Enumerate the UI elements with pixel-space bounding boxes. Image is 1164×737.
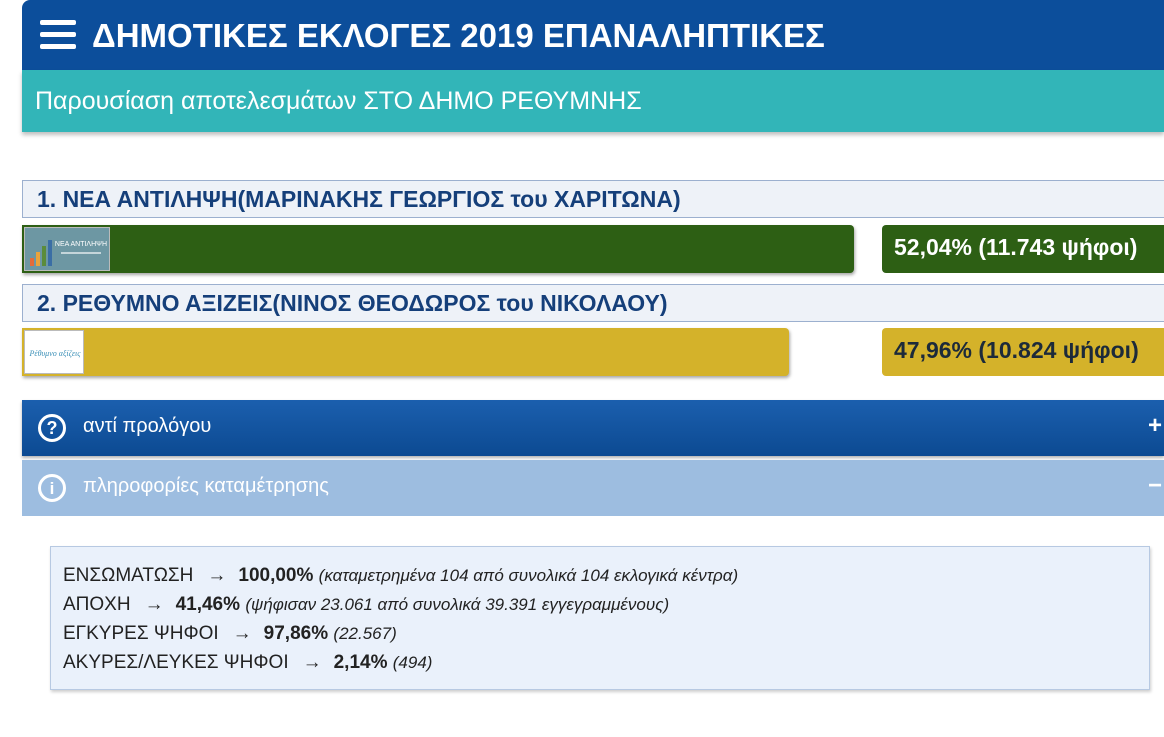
result-percentage-2: 47,96% (10.824 ψήφοι) [882,328,1164,376]
counting-value: 2,14% [333,652,388,673]
app-header: ΔΗΜΟΤΙΚΕΣ ΕΚΛΟΓΕΣ 2019 ΕΠΑΝΑΛΗΠΤΙΚΕΣ [22,0,1164,70]
party-name: 1. ΝΕΑ ΑΝΤΙΛΗΨΗ(ΜΑΡΙΝΑΚΗΣ ΓΕΩΡΓΙΟΣ του Χ… [37,186,681,212]
party-name: 2. ΡΕΘΥΜΝΟ ΑΞΙΖΕΙΣ(ΝΙΝΟΣ ΘΕΟΔΩΡΟΣ του ΝΙ… [37,290,668,316]
question-icon: ? [38,414,66,442]
party-logo: ΝΕΑ ΑΝΤΙΛΗΨΗ [24,227,110,271]
arrow-right-icon: → [144,594,164,615]
expand-icon[interactable]: + [1147,412,1162,439]
subheader: Παρουσίαση αποτελεσμάτων ΣΤΟ ΔΗΜΟ ΡΕΘΥΜΝ… [22,70,1164,132]
svg-text:Ρέθυμνο αξίζεις: Ρέθυμνο αξίζεις [29,349,82,358]
counting-detail: (22.567) [333,624,397,643]
party-header-2: 2. ΡΕΘΥΜΝΟ ΑΞΙΖΕΙΣ(ΝΙΝΟΣ ΘΕΟΔΩΡΟΣ του ΝΙ… [22,284,1164,322]
result-percentage-1: 52,04% (11.743 ψήφοι) [882,225,1164,273]
page-title: ΔΗΜΟΤΙΚΕΣ ΕΚΛΟΓΕΣ 2019 ΕΠΑΝΑΛΗΠΤΙΚΕΣ [92,17,825,54]
arrow-right-icon: → [302,652,322,673]
accordion-foreword[interactable]: ? αντί προλόγου + [22,400,1164,456]
result-share: 52,04% (11.743 ψήφοι) [894,234,1138,260]
counting-detail: (494) [392,653,433,672]
result-share: 47,96% (10.824 ψήφοι) [894,337,1139,363]
counting-value: 97,86% [263,623,329,644]
info-icon: i [38,474,66,502]
svg-text:ΝΕΑ ΑΝΤΙΛΗΨΗ: ΝΕΑ ΑΝΤΙΛΗΨΗ [55,241,107,248]
arrow-right-icon: → [232,623,252,644]
collapse-icon[interactable]: − [1147,472,1162,499]
accordion-label: πληροφορίες καταμέτρησης [83,475,329,497]
result-bar-1: ΝΕΑ ΑΝΤΙΛΗΨΗ [22,225,854,273]
arrow-right-icon: → [207,565,227,586]
subheader-title: Παρουσίαση αποτελεσμάτων ΣΤΟ ΔΗΜΟ ΡΕΘΥΜΝ… [35,87,642,115]
menu-icon[interactable] [40,20,76,50]
counting-row-valid-votes: ΕΓΚΥΡΕΣ ΨΗΦΟΙ → 97,86% (22.567) [63,623,397,644]
counting-row-invalid-votes: ΑΚΥΡΕΣ/ΛΕΥΚΕΣ ΨΗΦΟΙ → 2,14% (494) [63,652,433,673]
counting-row-incorporation: ΕΝΣΩΜΑΤΩΣΗ → 100,00% (καταμετρημένα 104 απ… [63,565,739,586]
accordion-label: αντί προλόγου [83,415,212,437]
counting-value: 100,00% [238,565,314,586]
counting-detail: (ψήφισαν 23.061 από συνολικά 39.391 εγγε… [245,595,670,614]
counting-info-panel: ΕΝΣΩΜΑΤΩΣΗ → 100,00% (καταμετρημένα 104 απ… [50,546,1150,690]
accordion-counting-info[interactable]: i πληροφορίες καταμέτρησης − [22,460,1164,516]
party-header-1: 1. ΝΕΑ ΑΝΤΙΛΗΨΗ(ΜΑΡΙΝΑΚΗΣ ΓΕΩΡΓΙΟΣ του Χ… [22,180,1164,218]
counting-value: 41,46% [175,594,241,615]
result-bar-2: Ρέθυμνο αξίζεις [22,328,789,376]
party-logo: Ρέθυμνο αξίζεις [24,330,84,374]
counting-row-abstention: ΑΠΟΧΗ → 41,46% (ψήφισαν 23.061 από συνολικ… [63,594,670,615]
counting-detail: (καταμετρημένα 104 από συνολικά 104 εκλο… [318,566,739,585]
